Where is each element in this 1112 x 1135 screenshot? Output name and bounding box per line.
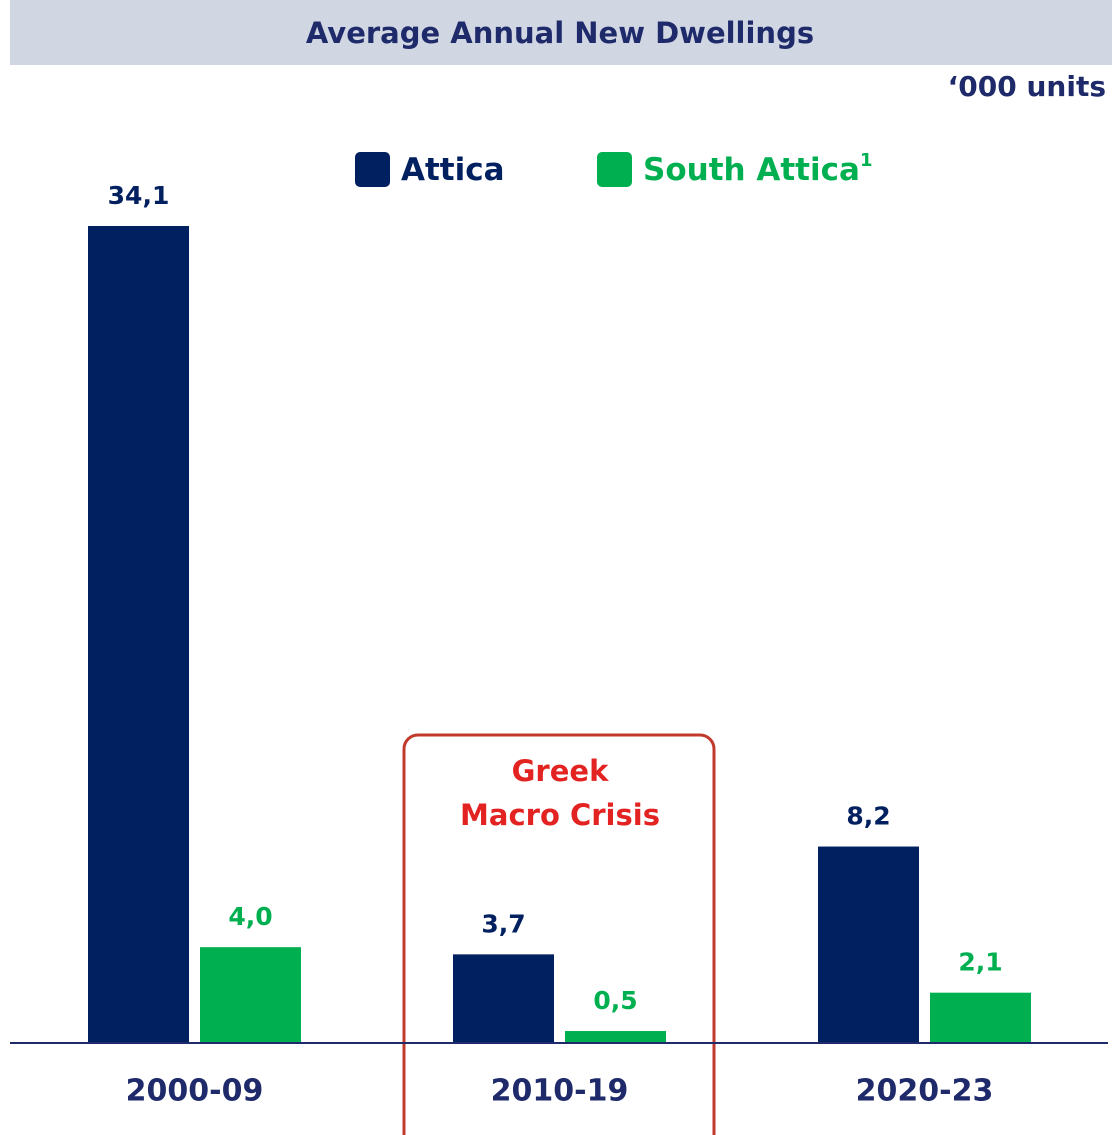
bar xyxy=(930,992,1031,1043)
bar xyxy=(565,1031,666,1043)
annotation-text: Macro Crisis xyxy=(460,798,660,832)
data-label: 2,1 xyxy=(958,948,1002,977)
data-label: 3,7 xyxy=(481,909,525,938)
legend-label: South Attica1 xyxy=(643,150,872,188)
legend-footnote: 1 xyxy=(860,150,873,171)
bar xyxy=(200,947,301,1043)
annotation-box xyxy=(402,733,716,1135)
chart-title: Average Annual New Dwellings xyxy=(306,16,814,50)
x-tick-label: 2010-19 xyxy=(491,1074,629,1109)
data-label: 34,1 xyxy=(108,181,170,210)
data-label: 4,0 xyxy=(228,902,272,931)
annotation-text: Greek xyxy=(512,754,609,788)
bar xyxy=(453,954,554,1043)
title-band xyxy=(10,0,1112,65)
unit-label: ‘000 units xyxy=(948,70,1106,103)
x-tick-label: 2000-09 xyxy=(126,1074,264,1109)
data-label: 0,5 xyxy=(593,986,637,1015)
bar xyxy=(818,846,919,1043)
legend-swatch xyxy=(597,152,632,187)
legend-label: Attica xyxy=(401,152,505,188)
data-label: 8,2 xyxy=(846,802,890,831)
legend-name: South Attica xyxy=(643,152,860,188)
x-tick-label: 2020-23 xyxy=(856,1074,994,1109)
legend-swatch xyxy=(355,152,390,187)
legend-name: Attica xyxy=(401,152,505,188)
bar xyxy=(88,226,189,1043)
